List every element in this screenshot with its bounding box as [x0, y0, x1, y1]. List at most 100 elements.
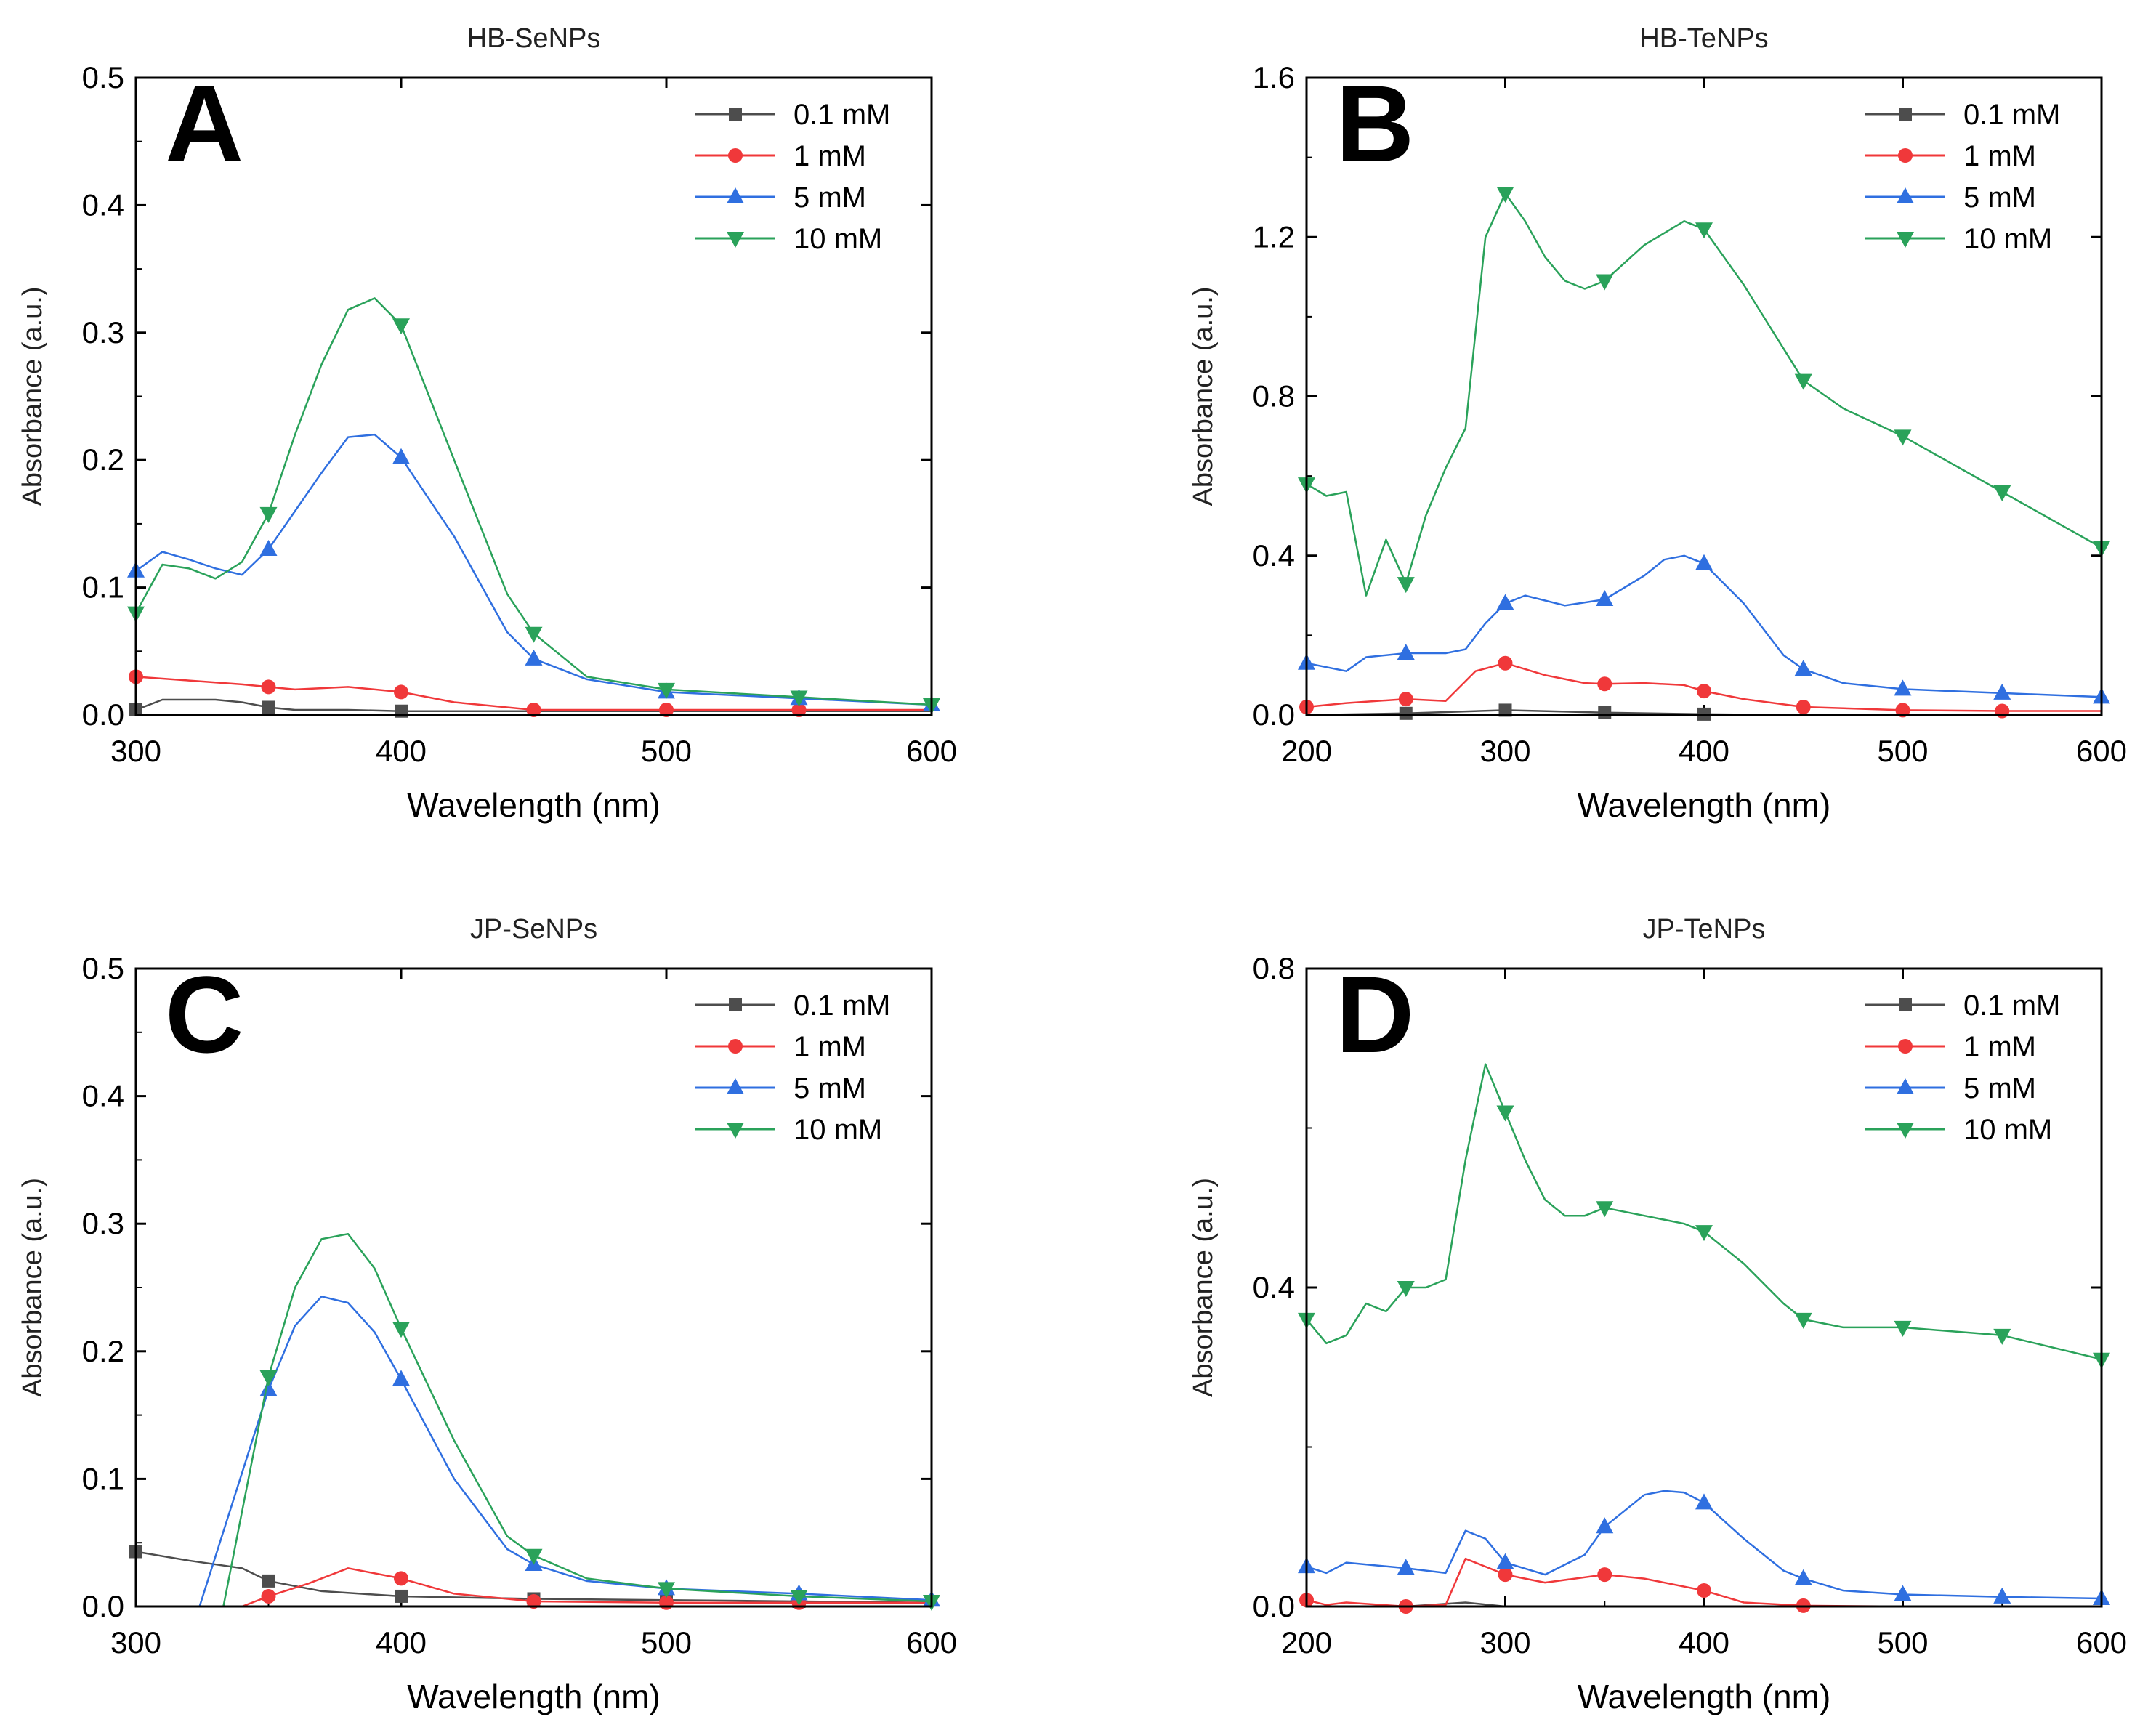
panel-c-line-10-mm — [222, 1232, 932, 1606]
panel-d-frame — [1305, 967, 2103, 1608]
panel-a-title: HB-SeNPs — [467, 23, 601, 54]
panel-c-series-10-mm — [222, 1232, 932, 1606]
panel-a-legend-item-5-mm: 5 mM — [695, 182, 866, 214]
panel-c-series-0-1-mm — [136, 1551, 932, 1604]
panel-b-markers-0-1-mm — [1399, 703, 1711, 721]
panel-c-legend-marker — [727, 1123, 744, 1139]
panel-c-marker-5-mm — [259, 1380, 278, 1396]
panel-c-legend-item-10-mm: 10 mM — [695, 1114, 882, 1146]
panel-c-ytick-label: 0.1 — [82, 1461, 124, 1495]
panel-a-marker-5-mm — [392, 448, 410, 464]
panel-a-xtick-label: 500 — [641, 734, 692, 768]
panel-d-legend-label: 10 mM — [1963, 1114, 2052, 1146]
panel-d-markers-5-mm — [1298, 1493, 2110, 1606]
panel-b-line-5-mm — [1307, 554, 2102, 698]
panel-c-legend-item-5-mm: 5 mM — [695, 1072, 866, 1104]
panel-c-ylabel: Absorbance (a.u.) — [17, 1178, 48, 1397]
panel-d-marker-10-mm — [1894, 1320, 1912, 1337]
panel-c-xtick-label: 400 — [376, 1625, 427, 1660]
panel-a-marker-10-mm — [658, 682, 675, 699]
panel-b-marker-1-mm — [1995, 703, 2010, 719]
panel-c-title: JP-SeNPs — [470, 914, 597, 945]
panel-b-marker-5-mm — [1397, 644, 1415, 660]
panel-d-legend-label: 1 mM — [1963, 1031, 2036, 1063]
panel-b-marker-10-mm — [1894, 429, 1912, 446]
panel-a-legend-marker — [728, 148, 743, 163]
panel-c-legend-marker — [727, 1078, 744, 1094]
panel-c-legend-label: 1 mM — [794, 1031, 866, 1063]
panel-d-ylabel: Absorbance (a.u.) — [1188, 1178, 1219, 1397]
panel-c-ytick-label: 0.4 — [82, 1079, 124, 1113]
panel-d-legend-item-5-mm: 5 mM — [1865, 1072, 2036, 1104]
panel-d-xtick-label: 200 — [1281, 1625, 1332, 1660]
panel-b-marker-1-mm — [1796, 700, 1811, 715]
panel-c-line-0-1-mm — [136, 1551, 932, 1604]
panel-b-ytick-label: 1.2 — [1253, 219, 1295, 254]
panel-d-xtick-label: 600 — [2076, 1625, 2127, 1660]
panel-a-ytick-label: 0.5 — [82, 60, 124, 94]
panel-d-marker-10-mm — [1794, 1312, 1812, 1329]
panel-a-marker-10-mm — [392, 318, 410, 335]
panel-d-legend-label: 5 mM — [1963, 1072, 2036, 1104]
panel-b-ytick-label: 0.4 — [1253, 538, 1295, 573]
panel-a-legend-marker — [727, 232, 744, 248]
panel-c-series-1-mm — [241, 1567, 932, 1606]
panel-a-marker-10-mm — [259, 506, 278, 523]
panel-c-marker-10-mm — [790, 1589, 808, 1606]
panel-c-legend-label: 0.1 mM — [794, 990, 890, 1022]
panel-d-marker-5-mm — [1894, 1585, 1912, 1601]
panel-b-marker-0-1-mm — [1498, 703, 1512, 717]
panel-a-ytick-label: 0.3 — [82, 315, 124, 349]
panel-a-legend-marker — [729, 108, 742, 121]
panel-a-series-5-mm — [136, 433, 932, 706]
panel-b-marker-5-mm — [1894, 679, 1912, 696]
panel-b-marker-10-mm — [1596, 274, 1614, 291]
panel-b-marker-1-mm — [1697, 684, 1711, 699]
panel-c: JP-SeNPs C 300 400 500 600 0.0 0.1 0.2 0.3 0.4 0.5 W… — [17, 914, 957, 1715]
panel-b: HB-TeNPs B 200 300 400 500 600 0.0 0.4 0.8 1.2 1.6 W… — [1188, 23, 2127, 824]
panel-c-xtick-label: 600 — [906, 1625, 957, 1660]
panel-a-frame — [134, 76, 933, 716]
panel-c-xtick-label: 500 — [641, 1625, 692, 1660]
panel-c-ytick-label: 0.0 — [82, 1589, 124, 1623]
panel-c-legend-marker — [728, 1039, 743, 1054]
panel-b-marker-5-mm — [1496, 594, 1514, 610]
panel-b-xtick-label: 500 — [1877, 734, 1928, 768]
panel-a-xlabel: Wavelength (nm) — [407, 786, 661, 824]
panel-d-legend-marker — [1899, 998, 1912, 1011]
panel-b-marker-5-mm — [1596, 590, 1614, 607]
panel-d-marker-5-mm — [1993, 1587, 2011, 1604]
panel-d-marker-5-mm — [1695, 1493, 1713, 1510]
panel-a-xtick-label: 600 — [906, 734, 957, 768]
panel-b-xtick-label: 200 — [1281, 734, 1332, 768]
panel-a: HB-SeNPs A 300 400 500 600 0.0 0.1 0.2 0.3 0.4 0.5 W… — [17, 23, 957, 824]
panel-c-xtick-label: 300 — [110, 1625, 161, 1660]
panel-d-series-5-mm — [1307, 1490, 2102, 1600]
panel-c-marker-1-mm — [394, 1571, 408, 1586]
panel-c-ytick-label: 0.5 — [82, 951, 124, 985]
panel-b-marker-10-mm — [1397, 577, 1415, 594]
panel-d-marker-1-mm — [1597, 1567, 1612, 1583]
panel-a-legend-marker — [727, 187, 744, 203]
panel-b-legend-item-0-1-mm: 0.1 mM — [1865, 99, 2060, 131]
panel-d-marker-10-mm — [1993, 1328, 2011, 1345]
panel-b-legend-item-5-mm: 5 mM — [1865, 182, 2036, 214]
panel-b-marker-1-mm — [1498, 655, 1513, 671]
panel-d: JP-TeNPs D 200 300 400 500 600 0.0 0.4 0.8 Wavelen… — [1188, 914, 2127, 1715]
panel-a-marker-5-mm — [259, 539, 278, 556]
panel-b-legend-label: 0.1 mM — [1963, 99, 2060, 131]
panel-d-legend-item-0-1-mm: 0.1 mM — [1865, 990, 2060, 1022]
panel-a-line-5-mm — [136, 433, 932, 706]
panel-a-legend-label: 10 mM — [794, 223, 882, 255]
panel-a-legend-item-1-mm: 1 mM — [695, 140, 866, 172]
panel-d-marker-5-mm — [1496, 1553, 1514, 1569]
panel-a-letter: A — [165, 62, 243, 185]
panel-d-marker-5-mm — [1794, 1569, 1812, 1585]
panel-d-ytick-label: 0.0 — [1253, 1589, 1295, 1623]
panel-a-legend-item-0-1-mm: 0.1 mM — [695, 99, 890, 131]
panel-c-ytick-label: 0.3 — [82, 1206, 124, 1240]
panel-a-legend-label: 1 mM — [794, 140, 866, 172]
panel-c-legend-item-0-1-mm: 0.1 mM — [695, 990, 890, 1022]
panel-d-legend-marker — [1897, 1123, 1914, 1139]
